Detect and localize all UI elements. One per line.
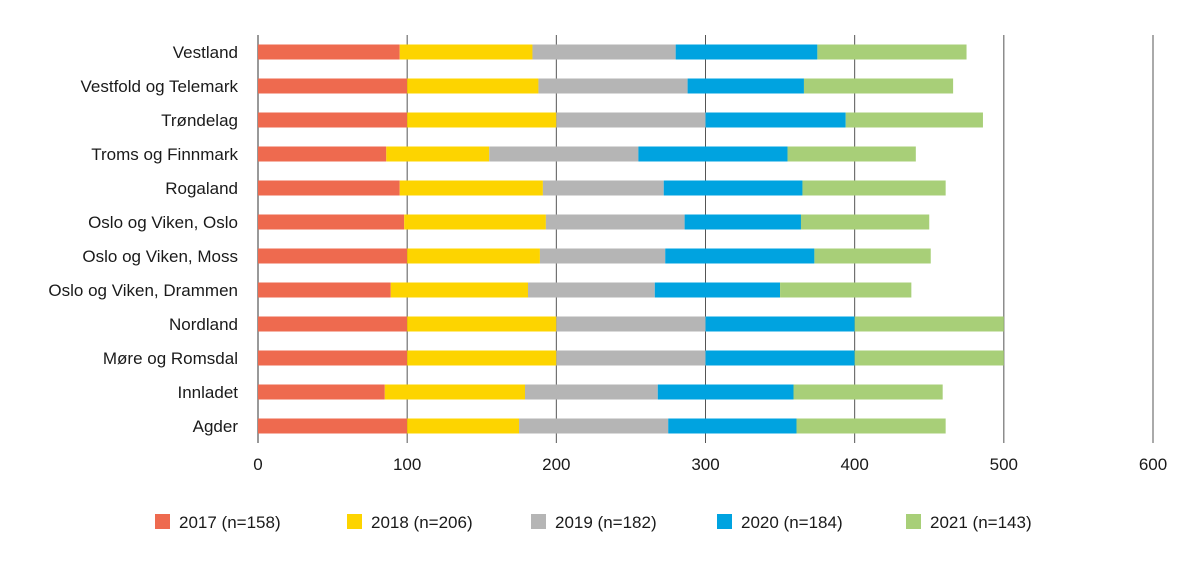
bar-trondelag-2021 [845, 112, 983, 128]
x-tick-label-0: 0 [253, 455, 262, 474]
bar-innladet-2021 [793, 384, 943, 400]
bar-troms-og-finnmark-2018 [386, 146, 490, 162]
category-label-trondelag: Trøndelag [161, 111, 238, 130]
category-label-innladet: Innladet [178, 383, 239, 402]
legend-swatch-2019 [531, 514, 546, 529]
category-label-troms-og-finnmark: Troms og Finnmark [91, 145, 238, 164]
bar-vestland-2021 [817, 44, 967, 60]
bar-nordland-2019 [556, 316, 706, 332]
bar-trondelag-2017 [258, 112, 408, 128]
category-labels: Vestland Vestfold og Telemark Trøndelag Tro… [48, 43, 238, 436]
bar-rogaland-2021 [802, 180, 946, 196]
bar-vestfold-og-telemark-2017 [258, 78, 408, 94]
bar-oslo-og-viken-drammen-2020 [654, 282, 781, 298]
bar-troms-og-finnmark-2021 [787, 146, 916, 162]
bar-oslo-og-viken-moss-2021 [814, 248, 931, 264]
bar-agder-2019 [519, 418, 669, 434]
category-label-nordland: Nordland [169, 315, 238, 334]
legend-label-2021: 2021 (n=143) [930, 513, 1032, 532]
x-tick-label-600: 600 [1139, 455, 1167, 474]
bar-innladet-2017 [258, 384, 385, 400]
bar-oslo-og-viken-moss-2017 [258, 248, 408, 264]
bar-agder-2021 [796, 418, 946, 434]
bar-nordland-2017 [258, 316, 408, 332]
bar-more-og-romsdal-2019 [556, 350, 706, 366]
category-label-more-og-romsdal: Møre og Romsdal [103, 349, 238, 368]
x-tick-label-400: 400 [840, 455, 868, 474]
legend-label-2018: 2018 (n=206) [371, 513, 473, 532]
bar-vestfold-og-telemark-2020 [687, 78, 804, 94]
legend: 2017 (n=158) 2018 (n=206) 2019 (n=182) 2020… [155, 513, 1032, 532]
bar-rogaland-2020 [663, 180, 803, 196]
bar-nordland-2020 [705, 316, 855, 332]
x-tick-labels: 0 100 200 300 400 500 600 [253, 455, 1167, 474]
legend-swatch-2021 [906, 514, 921, 529]
x-tick-label-300: 300 [691, 455, 719, 474]
bar-trondelag-2019 [556, 112, 706, 128]
bar-oslo-og-viken-moss-2019 [539, 248, 666, 264]
bar-agder-2018 [407, 418, 520, 434]
bar-vestland-2018 [399, 44, 533, 60]
bar-troms-og-finnmark-2019 [489, 146, 639, 162]
legend-swatch-2020 [717, 514, 732, 529]
bar-vestfold-og-telemark-2019 [538, 78, 688, 94]
bar-oslo-og-viken-drammen-2019 [527, 282, 655, 298]
bar-more-og-romsdal-2018 [407, 350, 557, 366]
bar-agder-2020 [668, 418, 797, 434]
x-tick-label-500: 500 [990, 455, 1018, 474]
x-tick-label-100: 100 [393, 455, 421, 474]
legend-label-2017: 2017 (n=158) [179, 513, 281, 532]
x-tick-label-200: 200 [542, 455, 570, 474]
bar-innladet-2020 [657, 384, 794, 400]
bar-oslo-og-viken-oslo-2020 [684, 214, 801, 230]
legend-label-2019: 2019 (n=182) [555, 513, 657, 532]
bar-oslo-og-viken-oslo-2017 [258, 214, 405, 230]
legend-label-2020: 2020 (n=184) [741, 513, 843, 532]
legend-swatch-2017 [155, 514, 170, 529]
category-label-oslo-og-viken-oslo: Oslo og Viken, Oslo [88, 213, 238, 232]
bar-nordland-2018 [407, 316, 557, 332]
bar-agder-2017 [258, 418, 408, 434]
bar-vestland-2020 [675, 44, 818, 60]
bar-more-og-romsdal-2020 [705, 350, 855, 366]
bar-oslo-og-viken-drammen-2018 [390, 282, 528, 298]
category-label-vestfold-og-telemark: Vestfold og Telemark [81, 77, 239, 96]
bar-more-og-romsdal-2017 [258, 350, 408, 366]
bar-oslo-og-viken-drammen-2017 [258, 282, 391, 298]
bar-vestfold-og-telemark-2018 [407, 78, 539, 94]
category-label-oslo-og-viken-moss: Oslo og Viken, Moss [82, 247, 238, 266]
bar-vestland-2019 [532, 44, 676, 60]
bar-innladet-2018 [384, 384, 526, 400]
bar-oslo-og-viken-moss-2020 [665, 248, 815, 264]
category-label-agder: Agder [193, 417, 239, 436]
bar-oslo-og-viken-oslo-2021 [800, 214, 930, 230]
bar-oslo-og-viken-oslo-2018 [404, 214, 546, 230]
gridlines [257, 35, 1154, 443]
bar-troms-og-finnmark-2017 [258, 146, 387, 162]
bar-nordland-2021 [854, 316, 1004, 332]
bar-oslo-og-viken-moss-2018 [407, 248, 540, 264]
category-label-vestland: Vestland [173, 43, 238, 62]
bar-oslo-og-viken-oslo-2019 [545, 214, 685, 230]
bar-rogaland-2019 [542, 180, 664, 196]
category-label-oslo-og-viken-drammen: Oslo og Viken, Drammen [48, 281, 238, 300]
bar-rogaland-2017 [258, 180, 400, 196]
bar-trondelag-2020 [705, 112, 846, 128]
bar-trondelag-2018 [407, 112, 557, 128]
bar-vestfold-og-telemark-2021 [803, 78, 954, 94]
bar-rogaland-2018 [399, 180, 543, 196]
bar-troms-og-finnmark-2020 [638, 146, 788, 162]
bar-innladet-2019 [525, 384, 658, 400]
bar-oslo-og-viken-drammen-2021 [780, 282, 912, 298]
bar-more-og-romsdal-2021 [854, 350, 1004, 366]
bar-vestland-2017 [258, 44, 400, 60]
legend-swatch-2018 [347, 514, 362, 529]
category-label-rogaland: Rogaland [165, 179, 238, 198]
bars [258, 44, 1004, 434]
